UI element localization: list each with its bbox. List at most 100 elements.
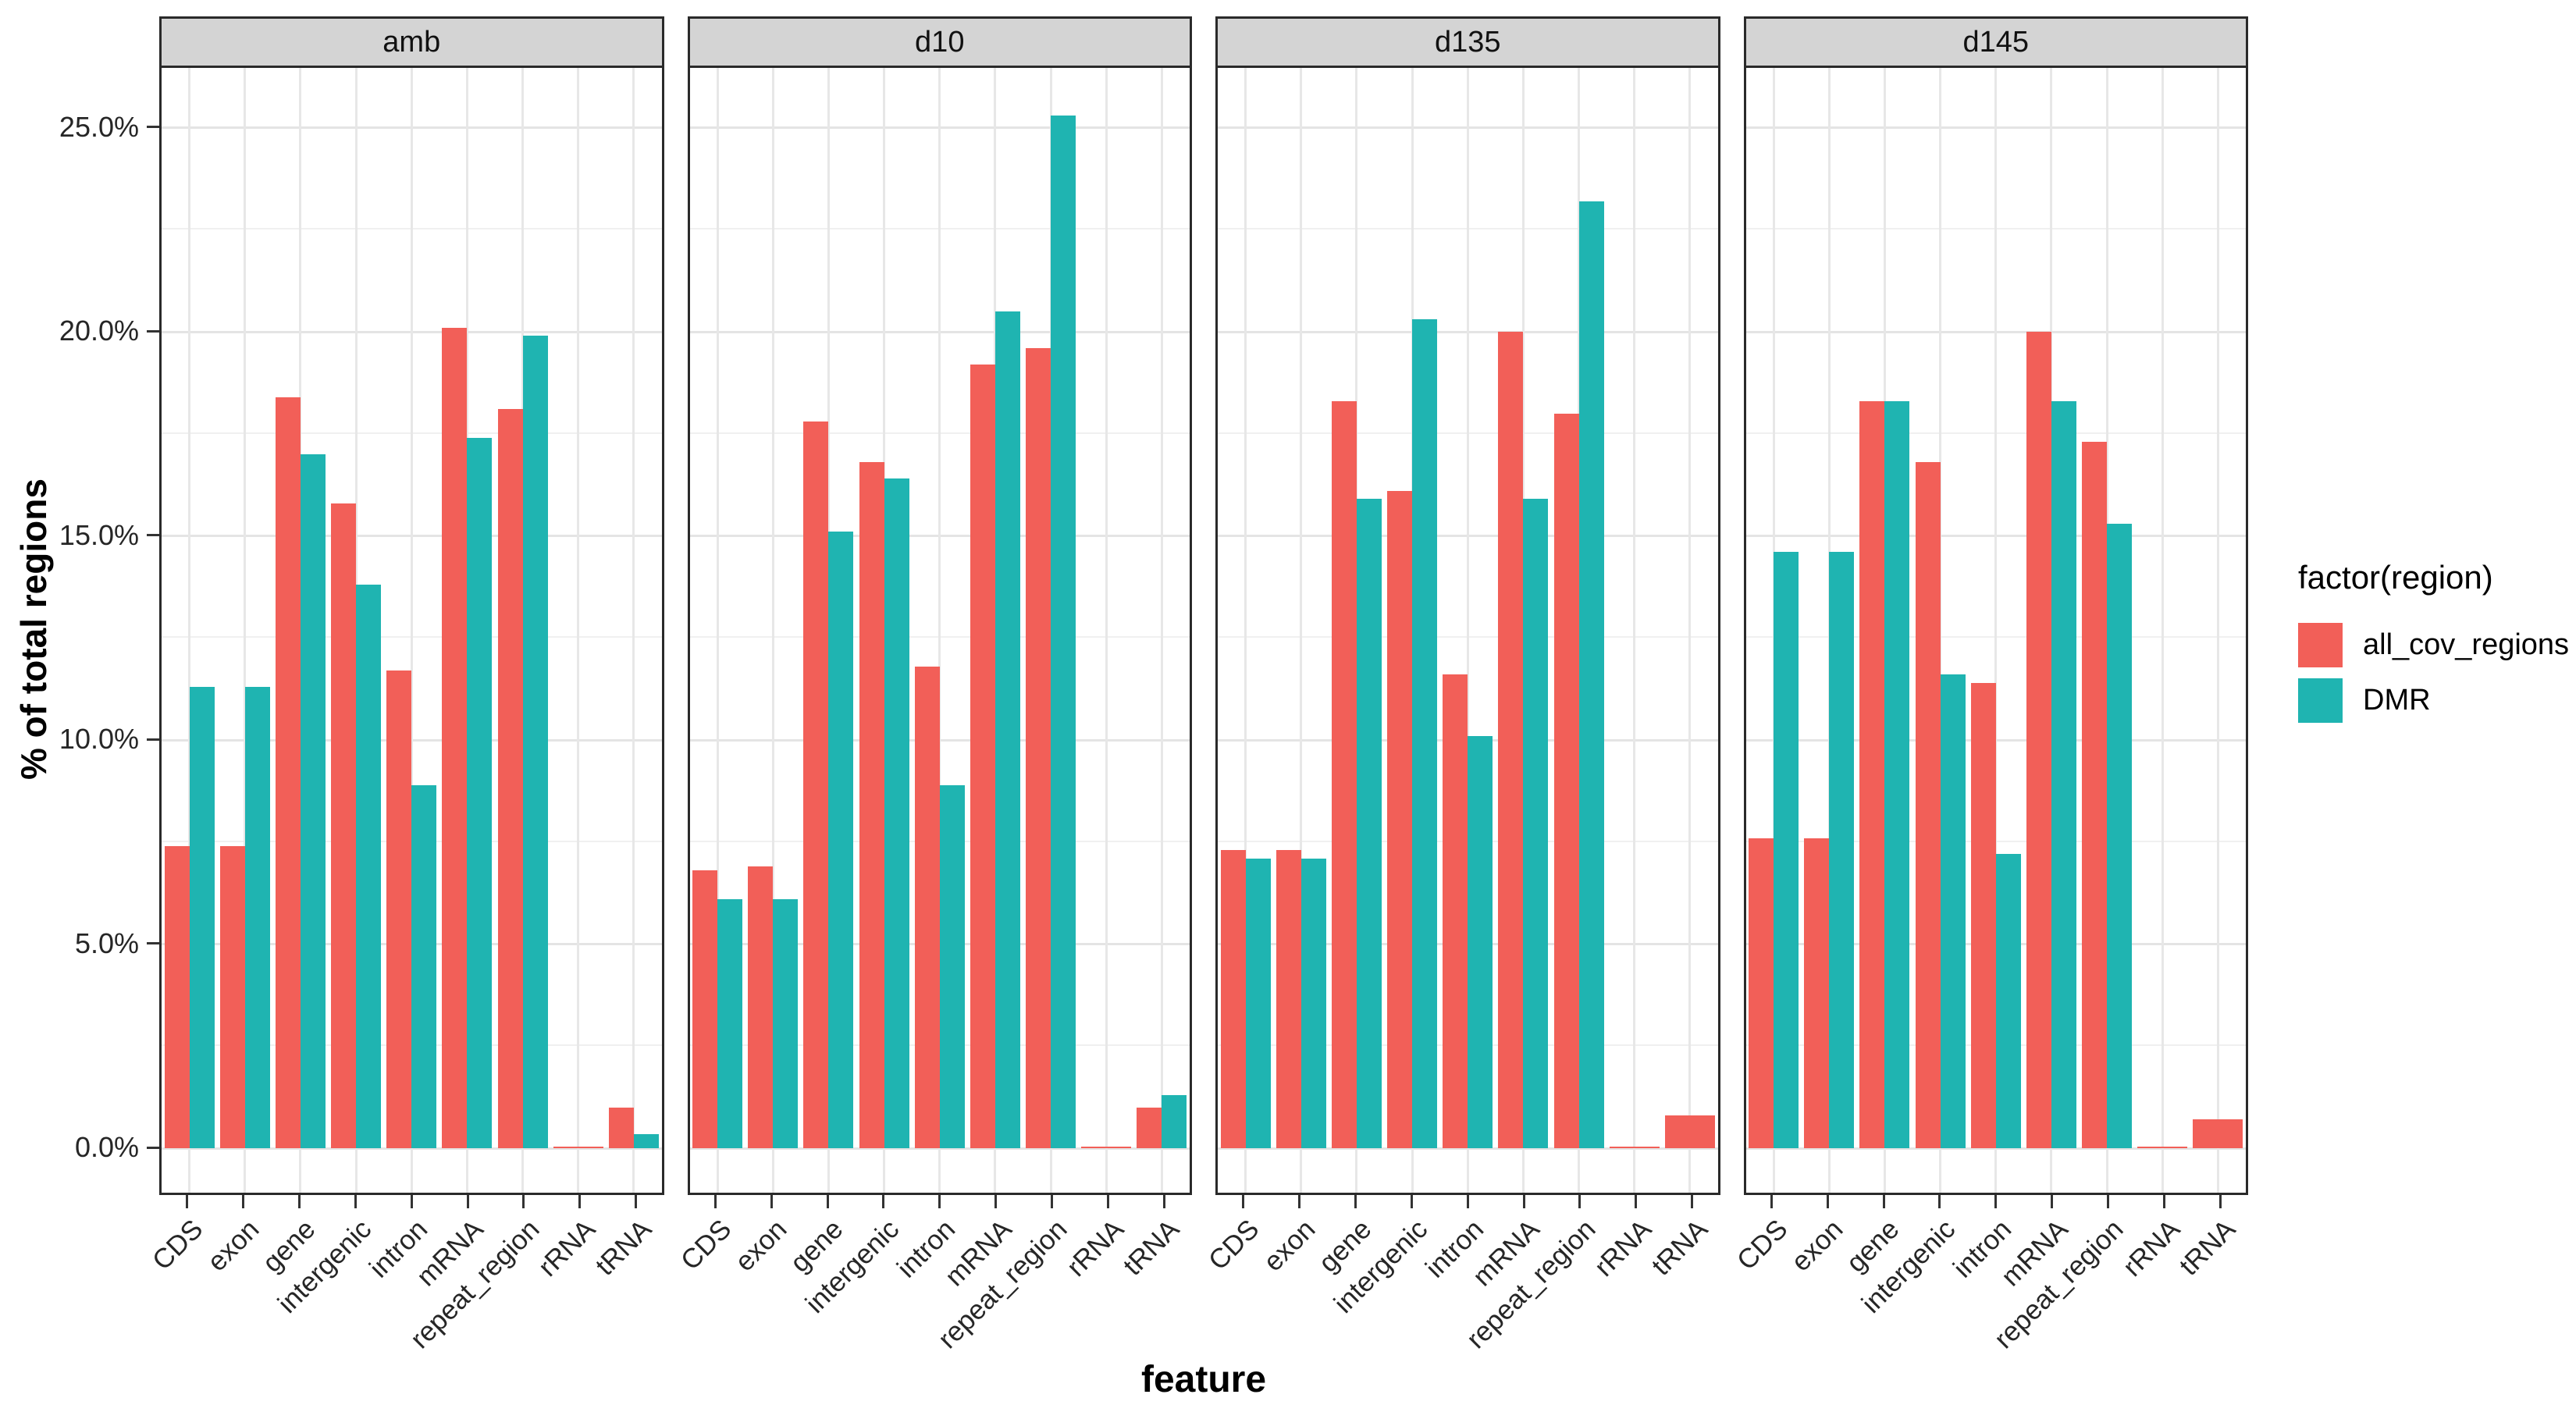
bar-d135-intron-all_cov_regions [1443, 674, 1468, 1149]
x-category-text: tRNA [1646, 1214, 1714, 1282]
facet-strip: d145 [1743, 16, 2248, 66]
x-tick-mark [938, 1195, 941, 1208]
bar-d135-repeat_region-DMR [1578, 201, 1604, 1149]
bar-d135-gene-all_cov_regions [1331, 400, 1357, 1149]
bar-d135-intergenic-all_cov_regions [1387, 491, 1413, 1149]
gridline-vertical [410, 68, 413, 1193]
x-tick-mark [242, 1195, 245, 1208]
gridline-vertical [577, 68, 580, 1193]
y-tick-text: 15.0% [59, 518, 139, 551]
bar-d10-tRNA-all_cov_regions [1137, 1107, 1162, 1149]
x-tick-mark [1354, 1195, 1357, 1208]
bar-d145-repeat_region-DMR [2107, 523, 2133, 1149]
gridline-vertical [1160, 68, 1163, 1193]
gridline-vertical [2216, 68, 2219, 1193]
facet-d10: d10 CDS exon gene intergenic intron mRNA repeat… [674, 16, 1193, 1378]
facet-panel [687, 66, 1192, 1195]
gridline-vertical [1244, 68, 1247, 1193]
y-axis-title: % of total regions [13, 478, 54, 781]
gridline-vertical [244, 68, 247, 1193]
x-tick-mark [522, 1195, 525, 1208]
bar-d10-intergenic-all_cov_regions [859, 462, 884, 1149]
facet-strip-label: d135 [1434, 25, 1501, 59]
bar-amb-intergenic-DMR [356, 585, 382, 1149]
gridline-vertical [771, 68, 774, 1193]
bar-amb-mRNA-all_cov_regions [442, 327, 468, 1149]
x-tick-mark [578, 1195, 582, 1208]
bar-d145-gene-all_cov_regions [1859, 400, 1885, 1149]
bar-amb-exon-DMR [244, 687, 270, 1149]
bar-amb-intron-all_cov_regions [386, 670, 412, 1149]
bar-d135-repeat_region-all_cov_regions [1553, 413, 1579, 1149]
bar-amb-tRNA-DMR [633, 1133, 659, 1149]
x-tick-mark [2162, 1195, 2165, 1208]
x-tick-mark [882, 1195, 885, 1208]
x-tick-mark [1578, 1195, 1582, 1208]
x-tick-mark [1106, 1195, 1109, 1208]
bar-amb-intron-DMR [411, 784, 437, 1149]
bar-d10-intron-DMR [939, 784, 965, 1149]
x-axis-title: feature [1140, 1359, 1267, 1400]
gridline-vertical [1300, 68, 1303, 1193]
x-category-text: CDS [146, 1214, 209, 1276]
bar-d10-mRNA-DMR [994, 311, 1020, 1149]
x-category-text: CDS [674, 1214, 737, 1276]
legend-item-all_cov_regions: all_cov_regions [2298, 623, 2576, 667]
bar-d135-CDS-all_cov_regions [1220, 850, 1246, 1149]
legend-swatch [2298, 678, 2343, 723]
bar-d145-rRNA-all_cov_regions [2137, 1147, 2188, 1149]
bar-d145-exon-DMR [1829, 552, 1855, 1149]
y-tick-text: 10.0% [59, 723, 139, 755]
bar-d10-repeat_region-DMR [1051, 115, 1076, 1149]
y-tick-mark [147, 534, 159, 536]
bar-d145-repeat_region-all_cov_regions [2082, 442, 2108, 1149]
facet-d145: d145 CDS exon gene intergenic intron mRNA repea… [1731, 16, 2248, 1378]
bar-d135-mRNA-all_cov_regions [1498, 332, 1524, 1149]
gridline-vertical [1466, 68, 1469, 1193]
gridline-vertical [1827, 68, 1831, 1193]
legend-item-DMR: DMR [2298, 678, 2576, 723]
x-tick-mark [994, 1195, 998, 1208]
bar-d10-exon-DMR [773, 899, 799, 1149]
x-tick-mark [826, 1195, 829, 1208]
x-axis-labels: CDS exon gene intergenic intron mRNA repeat_re… [674, 1195, 1193, 1378]
bar-d135-rRNA-all_cov_regions [1609, 1147, 1660, 1149]
bar-d145-intergenic-DMR [1940, 674, 1966, 1149]
facet-strip: d10 [687, 16, 1192, 66]
x-tick-mark [2051, 1195, 2054, 1208]
x-tick-mark [410, 1195, 413, 1208]
facet-strip-label: amb [382, 25, 441, 59]
bar-amb-gene-all_cov_regions [275, 397, 301, 1149]
x-category-text: rRNA [532, 1214, 602, 1283]
bar-amb-gene-DMR [300, 454, 326, 1149]
bar-d145-intergenic-all_cov_regions [1915, 462, 1941, 1149]
gridline-vertical [2161, 68, 2164, 1193]
y-axis: 0.0% 5.0% 10.0% 15.0% 20.0% 25.0% [55, 67, 159, 1192]
bar-amb-mRNA-DMR [467, 438, 493, 1149]
y-tick-text: 25.0% [59, 110, 139, 143]
bar-d10-CDS-all_cov_regions [692, 870, 718, 1149]
bar-d145-CDS-all_cov_regions [1749, 838, 1774, 1149]
y-tick-text: 5.0% [74, 927, 139, 959]
x-category-text: rRNA [1060, 1214, 1130, 1283]
bar-amb-exon-all_cov_regions [219, 846, 245, 1149]
x-category-text: tRNA [1117, 1214, 1186, 1282]
gridline-vertical [632, 68, 635, 1193]
bar-d145-mRNA-all_cov_regions [2026, 332, 2051, 1149]
legend-swatch [2298, 623, 2343, 667]
legend-items: all_cov_regions DMR [2298, 623, 2576, 723]
facet-strip: amb [159, 16, 664, 66]
bar-d145-CDS-DMR [1774, 552, 1799, 1149]
x-tick-mark [1770, 1195, 1773, 1208]
bar-d10-gene-DMR [828, 532, 854, 1149]
x-tick-mark [1466, 1195, 1469, 1208]
x-category-text: rRNA [2116, 1214, 2186, 1283]
bar-d135-intron-DMR [1468, 735, 1493, 1149]
x-tick-mark [713, 1195, 717, 1208]
bar-amb-CDS-all_cov_regions [164, 846, 190, 1149]
bar-d145-tRNA-all_cov_regions [2193, 1119, 2243, 1149]
bar-d135-tRNA-all_cov_regions [1664, 1115, 1715, 1149]
legend-title: factor(region) [2298, 559, 2493, 596]
bar-amb-CDS-DMR [189, 687, 215, 1149]
bar-d10-gene-all_cov_regions [803, 422, 829, 1149]
